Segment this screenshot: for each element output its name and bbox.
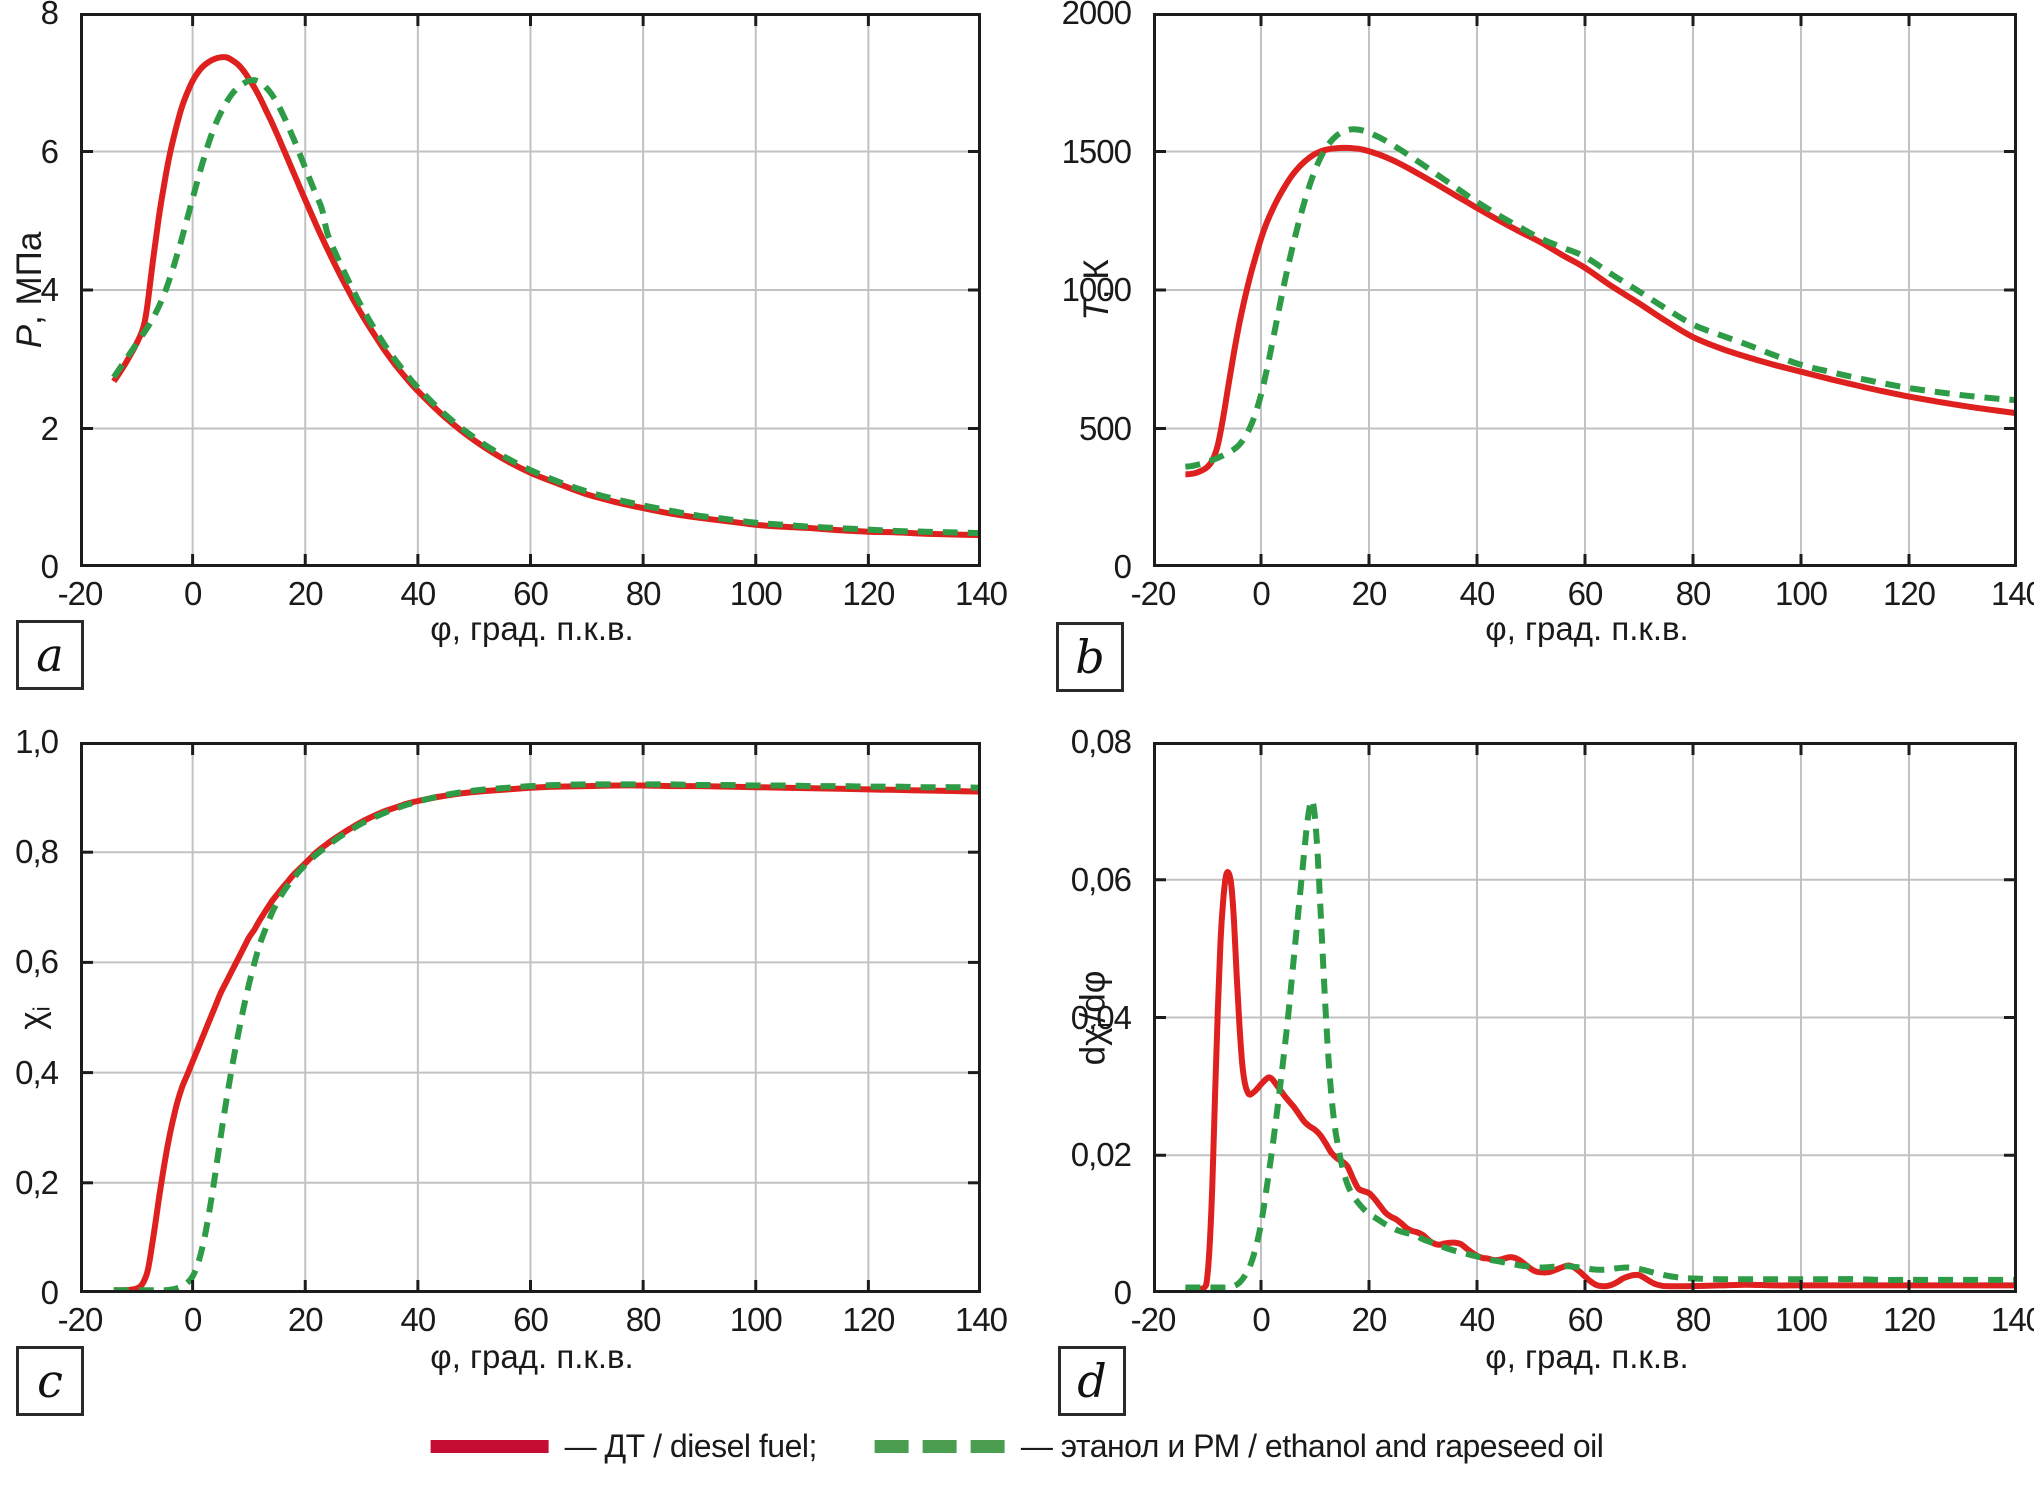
panel-c-label-box: c (16, 1346, 84, 1416)
panel-a-xlabel: φ, град. п.к.в. (430, 610, 634, 647)
panel-c-letter: c (37, 1354, 63, 1408)
y-tick-label: 8 (40, 0, 59, 31)
plot-b (1153, 13, 2017, 567)
x-tick-label: 80 (1675, 575, 1712, 612)
plot-d (1153, 742, 2017, 1293)
x-tick-label: -20 (57, 575, 104, 612)
x-tick-label: 120 (1882, 1301, 1936, 1338)
x-tick-label: 20 (1351, 1301, 1388, 1338)
panel-c-ylabel: χi (12, 1006, 55, 1030)
y-tick-label: 2000 (1061, 0, 1132, 31)
panel-b-xlabel: φ, град. п.к.в. (1485, 610, 1689, 647)
x-tick-label: 60 (1567, 1301, 1604, 1338)
y-tick-label: 0 (40, 548, 59, 585)
x-tick-label: 0 (1252, 1301, 1270, 1338)
x-tick-label: 120 (842, 575, 895, 612)
legend-label-ethanol-rapeseed: — этанол и РМ / ethanol and rapeseed oil (1020, 1428, 1604, 1464)
x-tick-label: -20 (57, 1301, 104, 1338)
x-tick-label: 120 (1882, 575, 1936, 612)
x-tick-label: 40 (400, 1301, 437, 1338)
x-tick-label: 100 (729, 1301, 783, 1338)
x-tick-label: 140 (954, 575, 1008, 612)
y-tick-label: 0 (1113, 1274, 1132, 1311)
x-tick-label: 40 (1459, 1301, 1496, 1338)
panel-d-xlabel: φ, град. п.к.в. (1485, 1338, 1689, 1375)
panel-c-xlabel: φ, град. п.к.в. (430, 1338, 634, 1375)
y-tick-label: 0,08 (1070, 723, 1132, 760)
x-tick-label: 20 (1351, 575, 1388, 612)
legend-item-diesel: — ДТ / diesel fuel; (430, 1428, 818, 1465)
x-tick-label: 100 (729, 575, 783, 612)
y-tick-label: 6 (40, 132, 59, 170)
legend-item-ethanol-rapeseed: — этанол и РМ / ethanol and rapeseed oil (874, 1428, 1604, 1465)
panel-d-letter: d (1077, 1354, 1107, 1408)
y-tick-label: 0,4 (15, 1053, 59, 1091)
y-tick-label: 0,2 (15, 1163, 59, 1201)
x-tick-label: 60 (1567, 575, 1604, 612)
x-tick-label: 80 (625, 575, 662, 612)
panel-d-label-box: d (1058, 1346, 1126, 1416)
y-tick-label: 1,0 (15, 723, 59, 760)
plot-a (80, 13, 981, 567)
y-tick-label: 0 (40, 1274, 59, 1311)
panel-a-label-box: a (16, 620, 84, 690)
legend-solid-red-swatch (430, 1440, 549, 1453)
x-tick-label: 140 (1990, 1301, 2034, 1338)
y-tick-label: 0,8 (15, 833, 59, 871)
y-tick-label: 0,04 (1070, 998, 1132, 1036)
x-tick-label: 0 (183, 575, 202, 612)
x-tick-label: 100 (1774, 1301, 1828, 1338)
y-tick-label: 0,02 (1070, 1136, 1132, 1174)
legend: — ДТ / diesel fuel; — этанол и РМ / etha… (430, 1428, 1604, 1465)
plot-c (80, 742, 981, 1293)
legend-label-diesel: — ДТ / diesel fuel; (564, 1428, 818, 1464)
panel-a-letter: a (36, 628, 64, 682)
panel-b-letter: b (1075, 630, 1105, 684)
x-tick-label: 140 (954, 1301, 1008, 1338)
y-tick-label: 1500 (1061, 132, 1132, 170)
x-tick-label: 140 (1990, 575, 2034, 612)
x-tick-label: 80 (625, 1301, 662, 1338)
x-tick-label: 80 (1675, 1301, 1712, 1338)
y-tick-label: 4 (40, 271, 59, 308)
x-tick-label: 20 (287, 1301, 324, 1338)
y-tick-label: 0 (1113, 548, 1132, 585)
x-tick-label: 20 (287, 575, 324, 612)
y-tick-label: 2 (40, 409, 59, 447)
x-tick-label: 100 (1774, 575, 1828, 612)
x-tick-label: 0 (1252, 575, 1270, 612)
x-tick-label: 40 (1459, 575, 1496, 612)
x-tick-label: 0 (183, 1301, 202, 1338)
x-tick-label: -20 (1130, 1301, 1177, 1338)
x-tick-label: -20 (1130, 575, 1177, 612)
legend-dashed-green-swatch (874, 1440, 1005, 1453)
x-tick-label: 120 (842, 1301, 895, 1338)
x-tick-label: 40 (400, 575, 437, 612)
y-tick-label: 500 (1078, 409, 1132, 447)
y-tick-label: 1000 (1061, 271, 1132, 308)
y-tick-label: 0,6 (15, 943, 59, 981)
y-tick-label: 0,06 (1070, 860, 1132, 898)
x-tick-label: 60 (513, 1301, 549, 1338)
x-tick-label: 60 (513, 575, 549, 612)
panel-b-label-box: b (1056, 622, 1124, 692)
